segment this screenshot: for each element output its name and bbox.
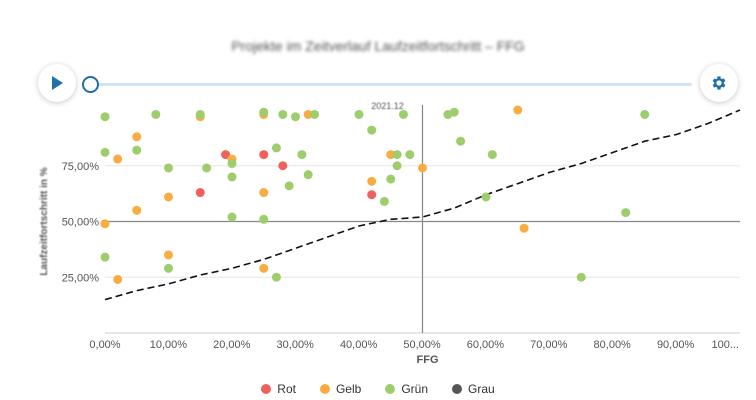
data-point[interactable] (100, 147, 110, 157)
data-point[interactable] (113, 274, 123, 284)
legend: Rot Gelb Grün Grau (0, 382, 756, 396)
data-point[interactable] (354, 109, 364, 119)
x-axis-label: FFG (417, 354, 439, 366)
chart-title: Projekte im Zeitverlauf Laufzeitfortschr… (231, 38, 525, 54)
legend-marker (319, 384, 330, 394)
legend-label: Gelb (335, 382, 362, 396)
settings-button[interactable] (700, 64, 738, 102)
data-point[interactable] (227, 159, 237, 169)
x-tick-label: 20,00% (213, 339, 251, 351)
data-point[interactable] (259, 150, 269, 160)
data-point[interactable] (113, 154, 123, 164)
x-tick-label: 80,00% (594, 339, 632, 351)
x-tick-label: 10,00% (150, 339, 188, 351)
x-tick-label: 70,00% (530, 339, 568, 351)
data-point[interactable] (303, 170, 313, 180)
data-point[interactable] (202, 163, 212, 173)
data-point[interactable] (259, 107, 269, 117)
data-point[interactable] (132, 145, 142, 155)
y-axis-ticks: 25,00% 50,00% 75,00% (62, 161, 100, 285)
play-icon (52, 76, 63, 90)
data-point[interactable] (303, 109, 313, 119)
date-label: 2021.12 (371, 101, 404, 111)
data-point[interactable] (259, 263, 269, 273)
data-point[interactable] (164, 250, 173, 260)
x-axis-ticks: 0,00% 10,00% 20,00% 30,00% 40,00% 50,00% 60,00… (89, 339, 739, 351)
x-tick-label: 30,00% (277, 339, 315, 351)
data-point[interactable] (398, 109, 408, 119)
data-point[interactable] (227, 212, 237, 222)
data-point[interactable] (310, 109, 320, 119)
data-point[interactable] (640, 109, 650, 119)
data-point[interactable] (386, 150, 396, 160)
data-point[interactable] (392, 161, 402, 171)
data-points (100, 105, 650, 284)
data-point[interactable] (164, 192, 173, 202)
data-point[interactable] (221, 150, 231, 160)
x-tick-label: 0,00% (89, 339, 120, 351)
data-point[interactable] (259, 188, 269, 198)
data-point[interactable] (271, 272, 281, 282)
timeline-slider-track[interactable] (90, 83, 692, 86)
data-point[interactable] (576, 272, 586, 282)
legend-label: Rot (277, 382, 296, 396)
data-point[interactable] (379, 196, 389, 206)
data-point[interactable] (132, 205, 142, 215)
data-point[interactable] (164, 163, 173, 173)
data-point[interactable] (513, 105, 523, 115)
x-tick-label: 50,00% (403, 339, 441, 351)
scatter-chart: 2021.12 25,00% 50,00% 75,00% 0,00% 10,00% 20… (39, 101, 741, 366)
data-point[interactable] (100, 219, 110, 229)
trend-line (104, 109, 741, 301)
data-point[interactable] (100, 252, 110, 262)
y-tick-label: 75,00% (62, 161, 100, 173)
timeline-slider-handle[interactable] (82, 76, 99, 93)
legend-marker (261, 384, 272, 394)
data-point[interactable] (259, 214, 269, 224)
data-point[interactable] (284, 181, 294, 191)
gear-icon (712, 76, 726, 90)
legend-item[interactable]: Rot (261, 382, 296, 396)
data-point[interactable] (297, 150, 307, 160)
legend-label: Grün (401, 382, 429, 396)
data-point[interactable] (278, 109, 288, 119)
data-point[interactable] (227, 172, 237, 182)
data-point[interactable] (132, 132, 142, 142)
legend-marker (385, 384, 396, 394)
data-point[interactable] (278, 161, 288, 171)
data-point[interactable] (164, 263, 173, 273)
legend-item[interactable]: Grün (385, 382, 428, 396)
x-tick-label: 40,00% (340, 339, 378, 351)
data-point[interactable] (621, 208, 631, 218)
play-button[interactable] (38, 64, 76, 102)
data-point[interactable] (456, 136, 466, 146)
data-point[interactable] (449, 107, 459, 117)
data-point[interactable] (367, 176, 377, 186)
data-point[interactable] (386, 174, 396, 184)
data-point[interactable] (367, 125, 377, 135)
data-point[interactable] (271, 143, 281, 153)
data-point[interactable] (367, 190, 377, 200)
y-axis-label: Laufzeitfortschritt in % (39, 167, 50, 275)
x-tick-label: 100... (711, 339, 739, 351)
legend-item[interactable]: Grau (452, 382, 495, 396)
legend-marker (452, 384, 463, 394)
x-tick-label: 90,00% (657, 339, 695, 351)
data-point[interactable] (487, 150, 497, 160)
data-point[interactable] (195, 109, 205, 119)
data-point[interactable] (481, 192, 491, 202)
data-point[interactable] (151, 109, 161, 119)
data-point[interactable] (392, 150, 402, 160)
y-tick-label: 25,00% (62, 272, 100, 284)
data-point[interactable] (519, 223, 529, 233)
data-point[interactable] (291, 112, 300, 122)
data-point[interactable] (100, 112, 110, 122)
legend-item[interactable]: Gelb (319, 382, 362, 396)
data-point[interactable] (405, 150, 415, 160)
y-tick-label: 50,00% (62, 217, 100, 229)
data-point[interactable] (418, 163, 427, 173)
legend-label: Grau (468, 382, 495, 396)
x-tick-label: 60,00% (467, 339, 505, 351)
data-point[interactable] (195, 188, 205, 198)
